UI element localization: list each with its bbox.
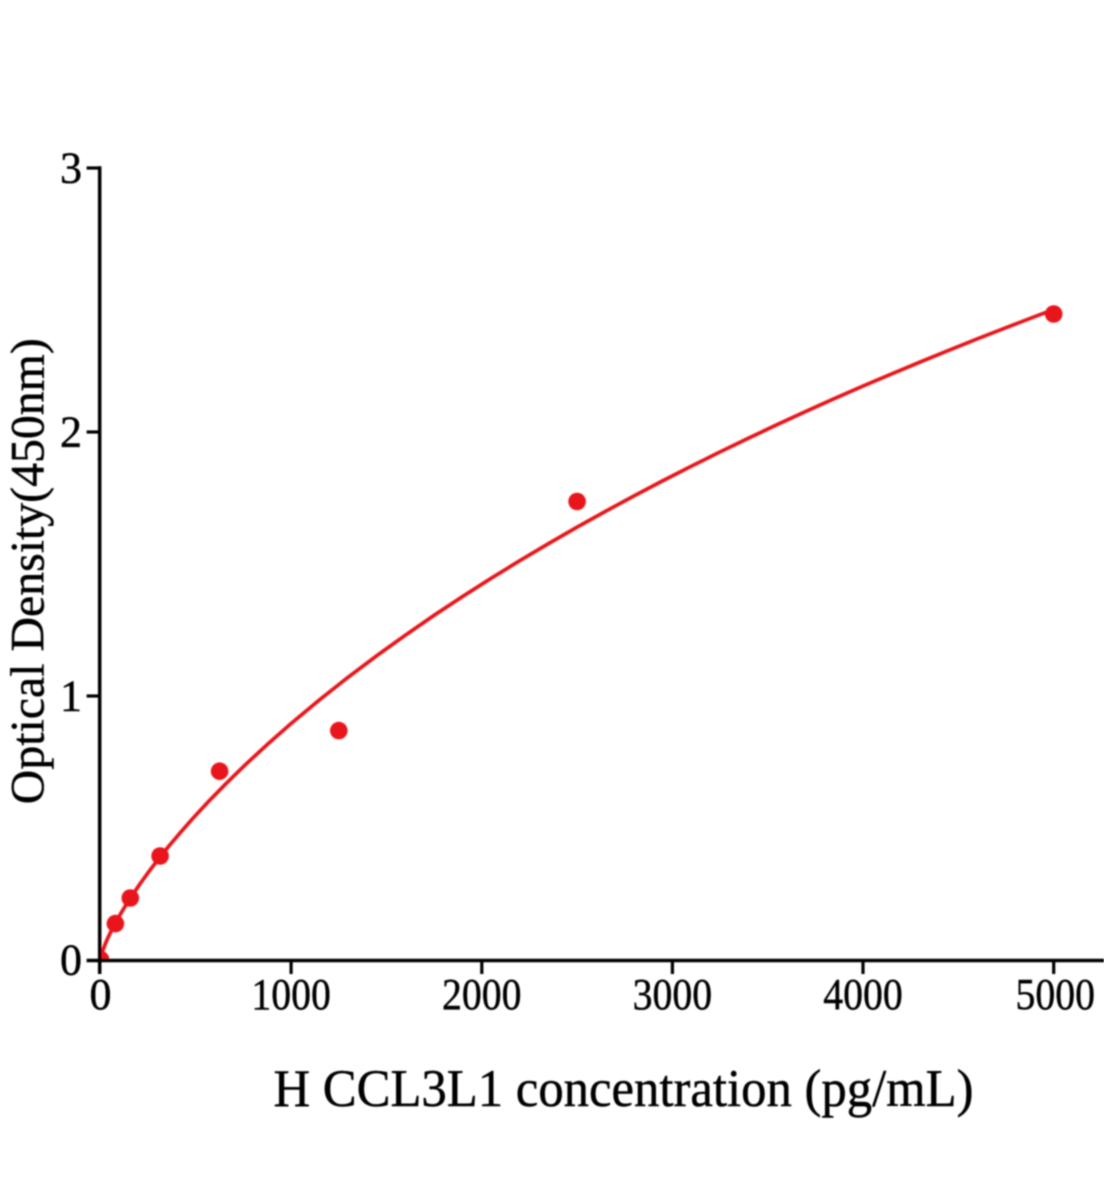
svg-text:0: 0 — [90, 970, 112, 1019]
svg-text:0: 0 — [60, 936, 82, 985]
svg-text:3000: 3000 — [633, 970, 713, 1019]
svg-text:5000: 5000 — [1016, 970, 1096, 1019]
svg-text:1: 1 — [60, 672, 82, 721]
svg-text:2: 2 — [60, 408, 82, 457]
svg-text:Optical Density(450nm): Optical Density(450nm) — [3, 338, 55, 804]
svg-text:H CCL3L1 concentration (pg/mL): H CCL3L1 concentration (pg/mL) — [274, 1060, 974, 1118]
svg-text:2000: 2000 — [442, 970, 522, 1019]
svg-text:4000: 4000 — [823, 970, 903, 1019]
svg-text:1000: 1000 — [251, 970, 331, 1019]
svg-text:3: 3 — [60, 144, 82, 193]
